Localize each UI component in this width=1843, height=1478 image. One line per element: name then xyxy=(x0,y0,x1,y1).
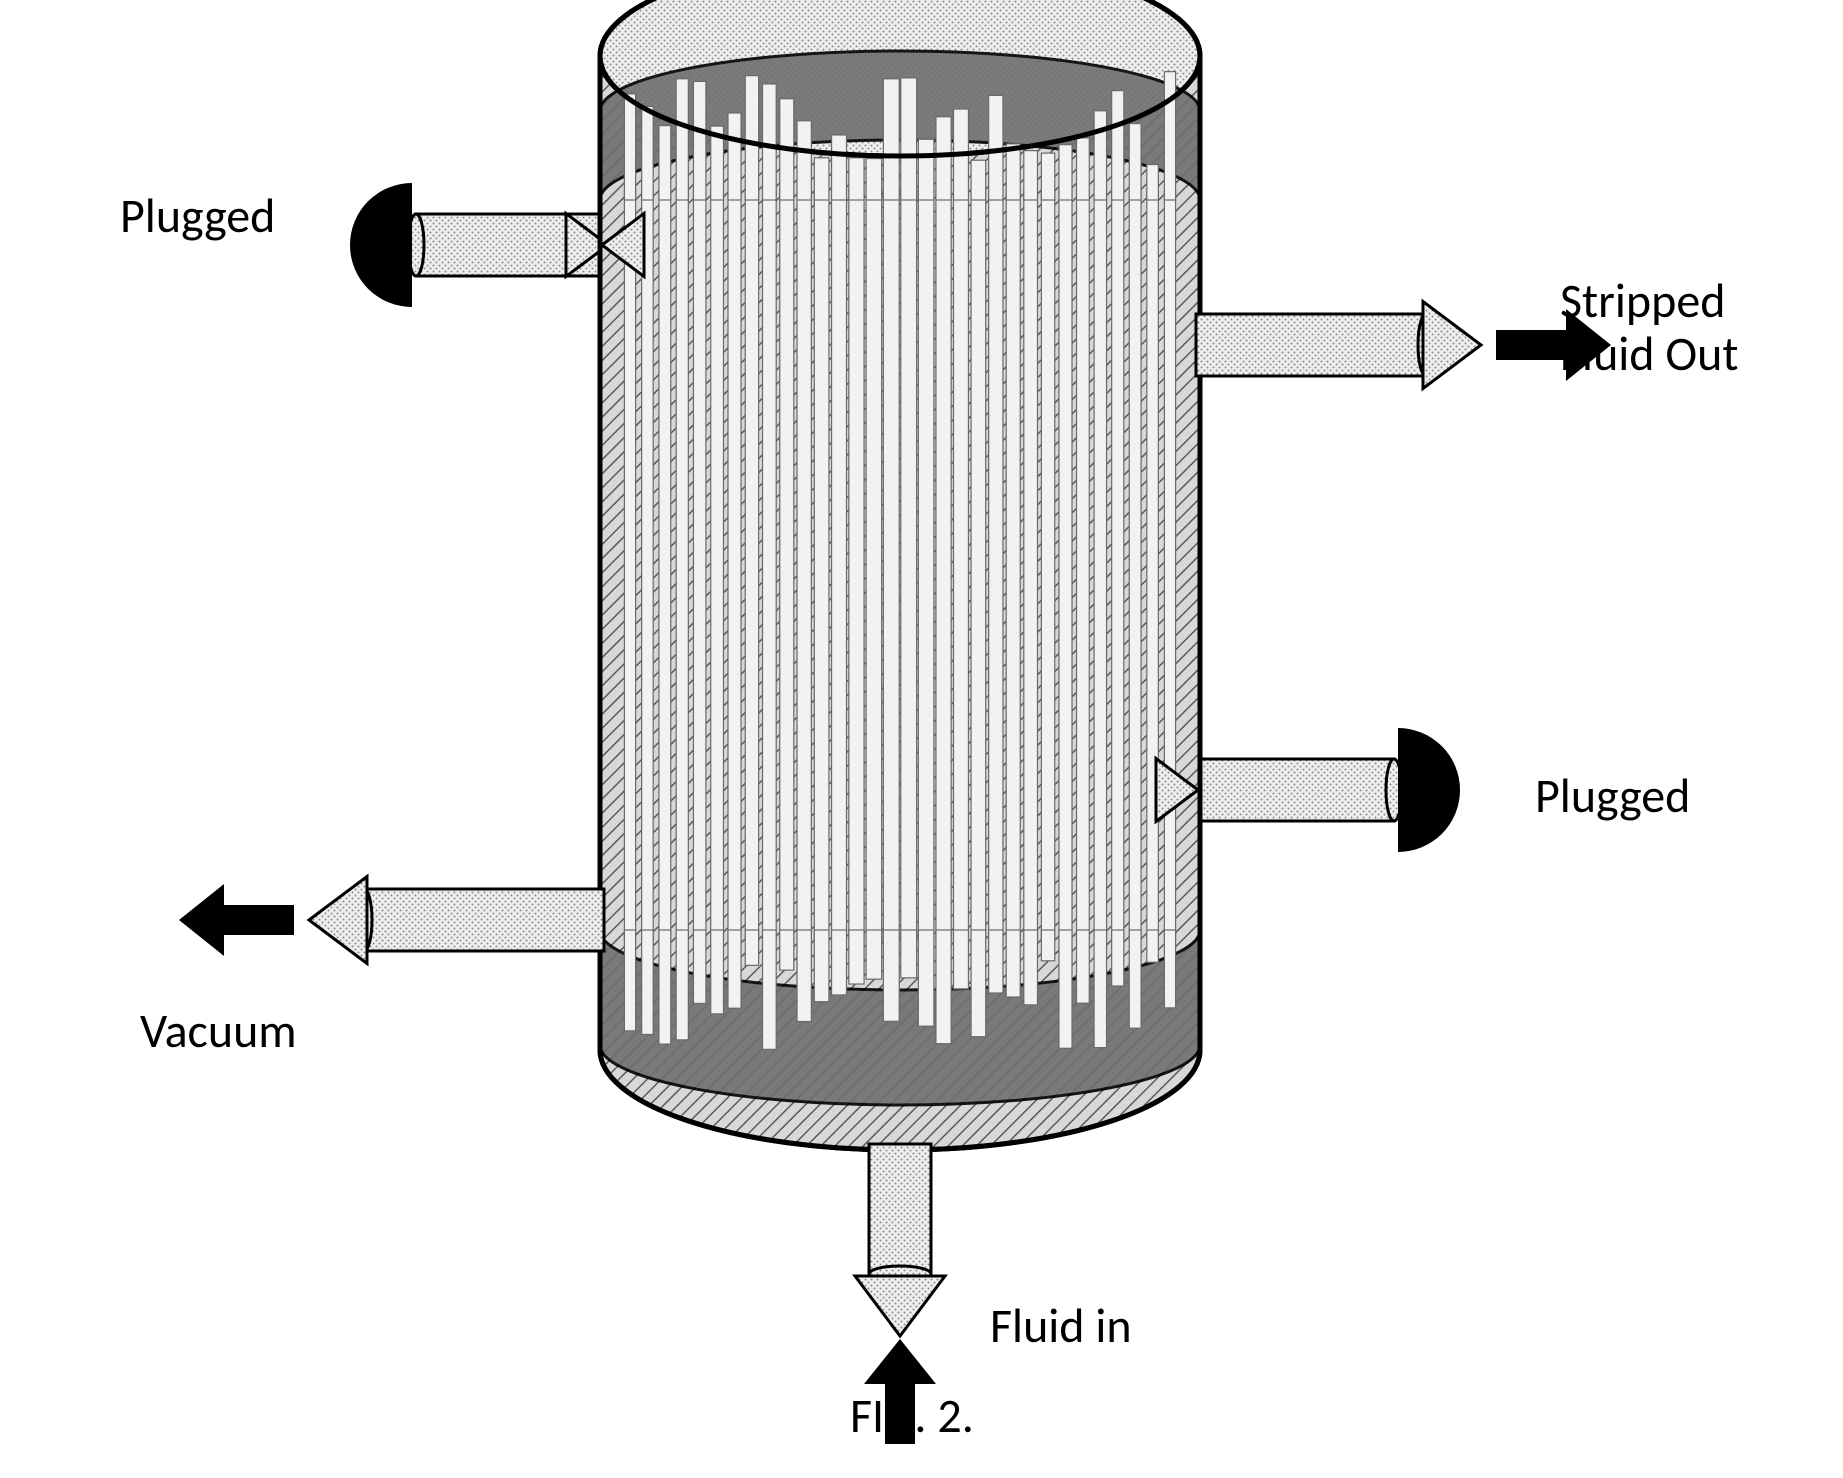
membrane-contactor-diagram xyxy=(0,0,1843,1478)
figure-caption: FIG. 2. xyxy=(850,1390,974,1443)
label-vacuum: Vacuum xyxy=(140,1005,297,1058)
label-plugged-right: Plugged xyxy=(1535,770,1690,823)
label-stripped-out: Stripped Fluid Out xyxy=(1560,275,1738,381)
label-fluid-in: Fluid in xyxy=(990,1300,1132,1353)
label-plugged-left: Plugged xyxy=(120,190,275,243)
